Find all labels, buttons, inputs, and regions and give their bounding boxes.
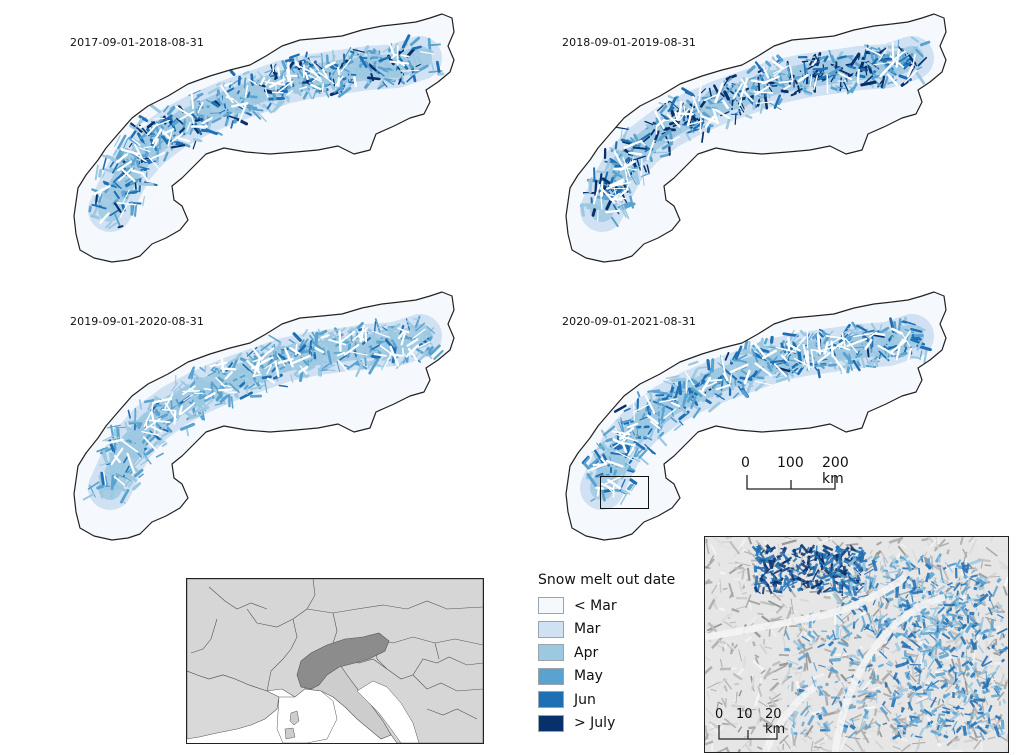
alps-snow-map: [565, 13, 947, 263]
snow-texture: [88, 34, 445, 232]
legend-swatch: [538, 597, 564, 615]
legend-item: > July: [538, 712, 698, 736]
map-panel-2018-2019: 2018-09-01-2019-08-31: [562, 10, 962, 265]
legend-label: Jun: [574, 691, 596, 708]
legend-label: Mar: [574, 621, 601, 638]
map-panel-2019-2020: 2019-09-01-2020-08-31: [70, 288, 470, 543]
alps-snow-map: [73, 291, 455, 541]
map-panel-2017-2018: 2017-09-01-2018-08-31: [70, 10, 470, 265]
scale-label-200: 200 km: [822, 455, 849, 487]
inset-scale-bar: 0 10 20 km: [715, 707, 805, 747]
scale-bar: 0 100 200 km: [730, 455, 870, 500]
scale-label-100: 100: [777, 455, 804, 471]
legend-item: May: [538, 665, 698, 689]
legend-swatch: [538, 691, 564, 709]
snow-texture: [82, 314, 444, 510]
panel-title: 2019-09-01-2020-08-31: [70, 315, 204, 328]
legend-swatch: [538, 644, 564, 662]
snow-texture: [579, 36, 934, 232]
europe-overview-map: [186, 578, 484, 744]
hillshade-inset: [705, 537, 1008, 752]
map-panel-2020-2021: 2020-09-01-2021-08-31: [562, 288, 962, 543]
inset-scale-label-0: 0: [715, 707, 724, 722]
legend-label: May: [574, 668, 603, 685]
legend-swatch: [538, 667, 564, 685]
legend-label: Apr: [574, 644, 599, 661]
panel-title: 2020-09-01-2021-08-31: [562, 315, 696, 328]
inset-scale-line: [718, 725, 778, 740]
legend-title: Snow melt out date: [538, 572, 676, 588]
alps-boundary: [73, 291, 455, 541]
zoom-inset-map: 0 10 20 km: [704, 536, 1009, 753]
legend-label: < Mar: [574, 597, 617, 614]
inset-scale-label-10: 10: [736, 707, 753, 722]
scale-label-0: 0: [741, 455, 750, 471]
europe-overview-svg: [187, 579, 483, 743]
legend-swatch: [538, 620, 564, 638]
panel-title: 2018-09-01-2019-08-31: [562, 36, 696, 49]
alps-boundary: [565, 291, 947, 541]
panel-title: 2017-09-01-2018-08-31: [70, 36, 204, 49]
legend-item: Apr: [538, 641, 698, 665]
scale-bar-line: [746, 475, 836, 490]
legend-item: Mar: [538, 618, 698, 642]
snow-texture: [580, 314, 934, 510]
alps-snow-map: [73, 13, 455, 263]
legend-item: < Mar: [538, 594, 698, 618]
alps-boundary: [73, 13, 455, 263]
legend: Snow melt out date < Mar Mar Apr May Jun…: [538, 572, 698, 735]
alps-boundary: [565, 13, 947, 263]
inset-scale-label-20: 20 km: [765, 707, 786, 737]
alps-snow-map: [565, 291, 947, 541]
legend-item: Jun: [538, 688, 698, 712]
legend-swatch: [538, 714, 564, 732]
legend-label: > July: [574, 715, 616, 732]
zoom-extent-box: [600, 476, 649, 509]
